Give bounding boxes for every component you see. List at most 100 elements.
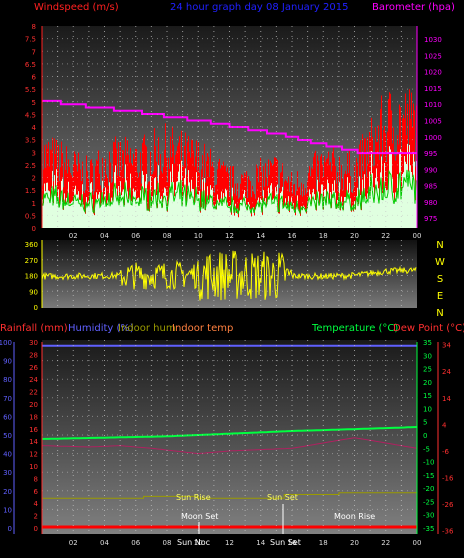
indoor-temp-title: Indoor temp <box>172 323 233 334</box>
humidity-y-tick-label: 0 <box>8 525 12 533</box>
temperature-title: Temperature (°C) <box>311 323 398 334</box>
wind-y-tick-label: 4.5 <box>25 111 36 119</box>
temperature-line <box>41 426 418 440</box>
barometer-y-tick-label: 1020 <box>424 69 442 77</box>
wind-y-tick-label: 8 <box>32 23 36 31</box>
x-tick-label: 12 <box>225 232 234 240</box>
direction-y-tick-label: 90 <box>29 288 38 296</box>
wind-y-tick-label: 6.5 <box>25 61 36 69</box>
x-tick-label: 14 <box>256 539 265 547</box>
rain-y-tick-label: 4 <box>34 500 39 508</box>
barometer-line <box>42 99 417 155</box>
x-tick-label: 08 <box>163 232 172 240</box>
x-tick-label: 00 <box>413 539 422 547</box>
rain-y-tick-label: 10 <box>29 463 38 471</box>
x-tick-label: 14 <box>256 232 265 240</box>
sun-rise-label: Sun Rise <box>176 493 211 502</box>
rain-y-tick-label: 8 <box>34 475 38 483</box>
wind-y-tick-label: 2 <box>32 175 36 183</box>
humidity-y-tick-label: 20 <box>3 488 12 496</box>
x-tick-label: 02 <box>69 539 78 547</box>
x-tick-label: 10 <box>194 539 203 547</box>
wind-y-tick-label: 1.5 <box>25 187 36 195</box>
indoor-humidity-line <box>42 492 417 499</box>
x-tick-label: 22 <box>381 539 390 547</box>
x-tick-label: 16 <box>288 232 297 240</box>
dew-point-y-tick-label: -6 <box>442 448 450 456</box>
rain-y-tick-label: 14 <box>29 438 38 446</box>
humidity-y-tick-label: 60 <box>3 413 12 421</box>
barometer-y-tick-label: 1010 <box>424 101 442 109</box>
wind-y-tick-label: 3.5 <box>25 137 36 145</box>
compass-letter: W <box>435 257 445 268</box>
rain-y-tick-label: 16 <box>29 426 38 434</box>
dew-point-title: Dew Point (°C) <box>393 323 464 334</box>
temperature-y-tick-label: 20 <box>423 379 432 387</box>
dew-point-y-tick-label: 24 <box>442 368 451 376</box>
sun-noon-tick-label: Sun Noc <box>177 538 210 547</box>
x-tick-label: 18 <box>319 232 328 240</box>
temperature-y-tick-label: 25 <box>423 366 432 374</box>
compass-letter: S <box>437 274 443 285</box>
x-tick-label: 04 <box>100 539 109 547</box>
sun-set-tick-label: Sun Set <box>270 538 301 547</box>
dew-point-y-tick-label: 4 <box>442 421 447 429</box>
wind-y-tick-label: 5 <box>32 99 36 107</box>
temperature-y-tick-label: 10 <box>423 405 432 413</box>
humidity-y-tick-label: 90 <box>3 358 12 366</box>
x-tick-label: 22 <box>381 232 390 240</box>
wind-y-tick-label: 7 <box>32 48 36 56</box>
direction-y-tick-label: 360 <box>25 241 38 249</box>
x-tick-label: 10 <box>194 232 203 240</box>
wind-y-tick-label: 5.5 <box>25 86 36 94</box>
humidity-y-tick-label: 100 <box>0 339 12 347</box>
dew-point-y-tick-label: -16 <box>442 475 454 483</box>
rain-y-tick-label: 26 <box>29 364 38 372</box>
wind-y-tick-label: 7.5 <box>25 36 36 44</box>
x-tick-label: 12 <box>225 539 234 547</box>
x-tick-label: 20 <box>350 232 359 240</box>
rain-y-tick-label: 22 <box>29 389 38 397</box>
graph-date-title: 24 hour graph day 08 January 2015 <box>170 2 348 13</box>
humidity-title: Humidity (%) <box>68 323 134 334</box>
x-tick-label: 06 <box>131 539 140 547</box>
temperature-y-tick-label: -25 <box>423 498 434 506</box>
humidity-y-tick-label: 80 <box>3 376 12 384</box>
humidity-y-tick-label: 40 <box>3 451 12 459</box>
temperature-y-tick-label: -35 <box>423 525 434 533</box>
direction-y-tick-label: 180 <box>25 273 38 281</box>
wind-y-tick-label: 0.5 <box>25 212 36 220</box>
rain-y-tick-label: 30 <box>29 339 38 347</box>
barometer-y-tick-label: 1005 <box>424 117 442 125</box>
wind-average-line <box>41 169 417 215</box>
humidity-y-tick-label: 10 <box>3 506 12 514</box>
temperature-y-tick-label: 15 <box>423 392 432 400</box>
dew-point-y-tick-label: -36 <box>442 528 454 536</box>
moon-rise-label: Moon Rise <box>334 512 375 521</box>
rain-y-tick-label: 28 <box>29 351 38 359</box>
rain-y-tick-label: 2 <box>34 513 38 521</box>
indoor-hum-title: Indoor hum <box>118 323 176 334</box>
temperature-y-tick-label: -10 <box>423 459 434 467</box>
humidity-y-tick-label: 70 <box>3 395 12 403</box>
rain-y-tick-label: 0 <box>34 525 38 533</box>
barometer-y-tick-label: 980 <box>424 199 437 207</box>
humidity-y-tick-label: 30 <box>3 469 12 477</box>
rain-y-tick-label: 6 <box>34 488 39 496</box>
x-tick-label: 16 <box>288 539 297 547</box>
rain-y-tick-label: 18 <box>29 413 38 421</box>
wind-y-tick-label: 4 <box>32 124 37 132</box>
temperature-y-tick-label: 5 <box>423 419 427 427</box>
temperature-y-tick-label: -5 <box>423 445 430 453</box>
x-tick-label: 18 <box>319 539 328 547</box>
barometer-y-tick-label: 995 <box>424 150 437 158</box>
x-tick-label: 20 <box>350 539 359 547</box>
compass-letter: N <box>436 240 443 251</box>
barometer-y-tick-label: 975 <box>424 215 437 223</box>
temperature-y-tick-label: 0 <box>423 432 427 440</box>
barometer-title: Barometer (hpa) <box>372 2 455 13</box>
x-tick-label: 00 <box>413 232 422 240</box>
barometer-y-tick-label: 1015 <box>424 85 442 93</box>
wind-y-tick-label: 2.5 <box>25 162 36 170</box>
